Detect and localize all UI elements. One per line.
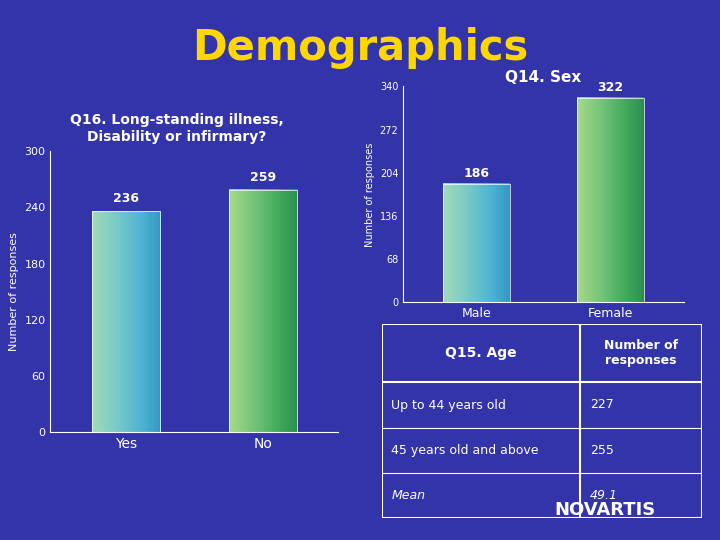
Text: 255: 255 [590,444,613,457]
Bar [91,211,160,432]
Y-axis label: Number of responses: Number of responses [366,142,375,247]
Text: Up to 44 years old: Up to 44 years old [391,399,506,411]
Text: Q16. Long-standing illness,
Disability or infirmary?: Q16. Long-standing illness, Disability o… [70,113,283,144]
Text: Q14. Sex: Q14. Sex [505,70,582,85]
Text: Demographics: Demographics [192,27,528,69]
Text: 236: 236 [113,192,139,206]
Text: 227: 227 [590,399,613,411]
Bar [577,98,644,302]
Bar [229,190,297,432]
Text: Number of
responses: Number of responses [604,339,678,367]
Text: 259: 259 [250,171,276,184]
Y-axis label: Number of responses: Number of responses [9,232,19,351]
Text: Mean: Mean [391,489,426,502]
Text: 322: 322 [598,81,624,94]
Text: Q15. Age: Q15. Age [445,346,517,360]
Bar [444,184,510,302]
Text: 49.1: 49.1 [590,489,618,502]
Text: NOVARTIS: NOVARTIS [554,501,655,519]
Text: 45 years old and above: 45 years old and above [391,444,539,457]
Text: 186: 186 [464,167,490,180]
